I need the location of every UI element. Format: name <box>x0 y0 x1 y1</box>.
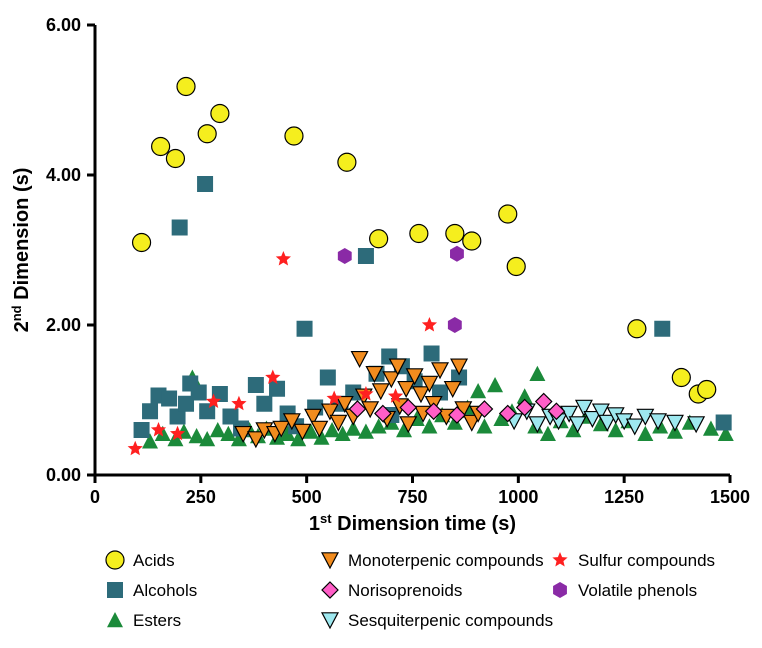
data-point <box>716 415 732 431</box>
data-point <box>248 377 264 393</box>
legend-label: Alcohols <box>133 581 197 600</box>
y-tick-label: 4.00 <box>46 165 81 185</box>
data-point <box>487 377 503 392</box>
legend-item-esters: Esters <box>107 611 181 630</box>
legend-label: Volatile phenols <box>578 581 697 600</box>
data-point <box>352 352 368 367</box>
chart-svg: 0 250 500 750 1000 1250 1500 0.00 2.00 4.00 6.00 1s… <box>0 0 762 648</box>
legend-label: Acids <box>133 551 175 570</box>
data-point <box>172 220 188 236</box>
data-point <box>199 403 215 419</box>
data-point <box>637 426 653 441</box>
x-tick-label: 1500 <box>710 487 750 507</box>
data-point <box>197 176 213 192</box>
x-tick-label: 1250 <box>604 487 644 507</box>
data-point <box>463 232 481 250</box>
scatter-chart: 0 250 500 750 1000 1250 1500 0.00 2.00 4.00 6.00 1s… <box>0 0 762 648</box>
series-volatile_phenols <box>338 246 464 333</box>
data-point <box>373 384 389 399</box>
x-tick-label: 0 <box>90 487 100 507</box>
series-monoterpenic <box>235 352 486 447</box>
data-point <box>698 381 716 399</box>
x-tick-label: 500 <box>292 487 322 507</box>
data-point <box>422 317 437 331</box>
data-point <box>191 385 207 401</box>
legend-item-volatile_phenols: Volatile phenols <box>553 581 697 600</box>
data-point <box>358 424 374 439</box>
legend-label: Norisoprenoids <box>348 581 462 600</box>
data-point <box>211 105 229 123</box>
data-point <box>231 396 246 410</box>
data-point <box>128 441 143 455</box>
data-point <box>470 383 486 398</box>
data-point <box>628 320 646 338</box>
legend-item-sesquiterpenic: Sesquiterpenic compounds <box>322 611 553 630</box>
x-tick-label: 1000 <box>498 487 538 507</box>
legend-label: Monoterpenic compounds <box>348 551 544 570</box>
data-point <box>320 370 336 386</box>
y-tick-label: 6.00 <box>46 15 81 35</box>
data-point <box>424 346 440 362</box>
legend-item-alcohols: Alcohols <box>107 581 197 600</box>
x-tick-label: 750 <box>397 487 427 507</box>
legend-item-sulfur: Sulfur compounds <box>552 551 715 570</box>
data-point <box>152 138 170 156</box>
legend: Acids Alcohols Esters Monoterpenic compound… <box>106 551 715 630</box>
data-point <box>142 403 158 419</box>
y-tick-label: 2.00 <box>46 315 81 335</box>
data-point <box>446 225 464 243</box>
data-point <box>410 225 428 243</box>
data-point <box>667 415 683 430</box>
legend-label: Sulfur compounds <box>578 551 715 570</box>
legend-label: Sesquiterpenic compounds <box>348 611 553 630</box>
data-point <box>448 317 462 333</box>
data-point <box>358 248 374 264</box>
data-point <box>507 258 525 276</box>
data-point <box>276 251 291 265</box>
data-point <box>654 321 670 337</box>
x-axis-label: 1st Dimension time (s) <box>309 511 516 536</box>
legend-label: Esters <box>133 611 181 630</box>
legend-item-acids: Acids <box>106 551 175 570</box>
data-point <box>285 127 303 145</box>
data-point <box>536 394 552 410</box>
legend-item-monoterpenic: Monoterpenic compounds <box>322 551 544 570</box>
data-point <box>529 366 545 381</box>
data-point <box>297 321 313 337</box>
data-point <box>256 396 272 412</box>
data-point <box>499 205 517 223</box>
data-point <box>672 369 690 387</box>
data-point <box>338 248 352 264</box>
y-tick-label: 0.00 <box>46 465 81 485</box>
data-point <box>338 153 356 171</box>
x-tick-label: 250 <box>186 487 216 507</box>
data-point <box>450 246 464 262</box>
data-point <box>198 125 216 143</box>
data-point <box>133 234 151 252</box>
y-axis-label: 2nd Dimension (s) <box>9 168 34 333</box>
data-point <box>134 422 150 438</box>
data-point <box>161 391 177 407</box>
data-point <box>370 230 388 248</box>
plot-area <box>128 78 734 456</box>
data-point <box>166 150 184 168</box>
legend-item-norisoprenoids: Norisoprenoids <box>322 581 462 600</box>
data-point <box>177 78 195 96</box>
data-point <box>413 387 429 402</box>
